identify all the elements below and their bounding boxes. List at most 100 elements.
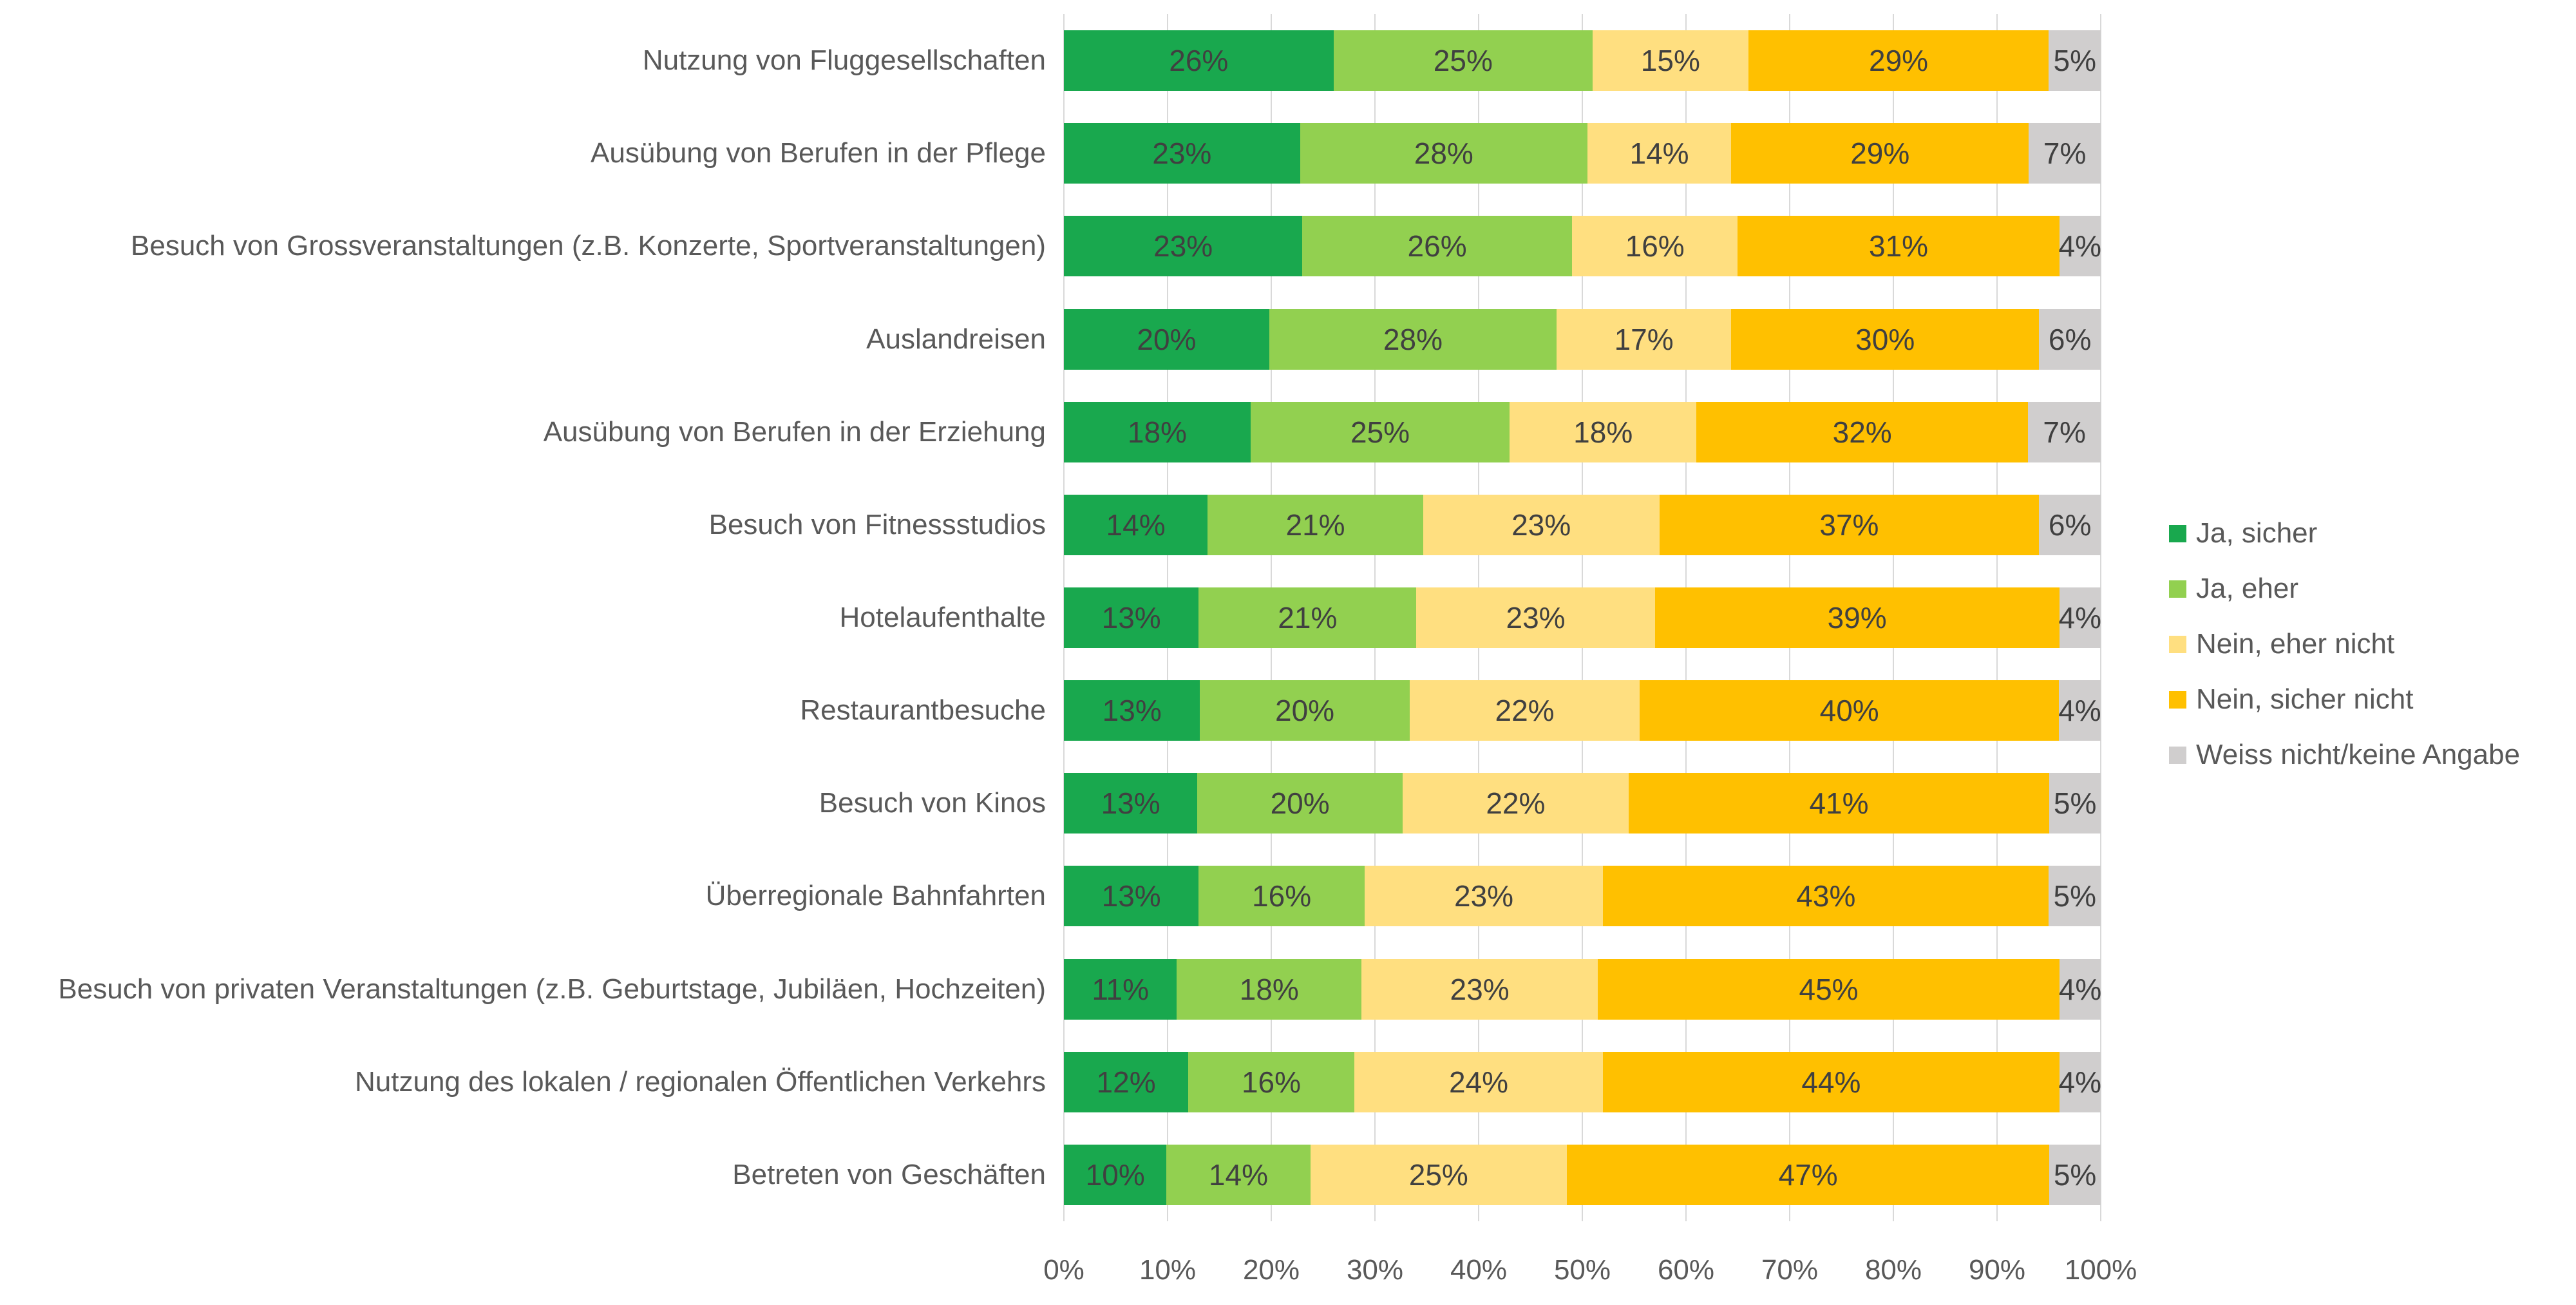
bar-segment: 25%: [1250, 401, 1510, 462]
bar-segment: 4%: [2058, 1051, 2101, 1112]
bar-segment: 4%: [2058, 587, 2102, 648]
legend-swatch-icon: [2169, 580, 2186, 598]
bar-segment: 4%: [2058, 216, 2102, 277]
bar-segment: 21%: [1208, 494, 1423, 555]
bar-segment: 5%: [2049, 1144, 2101, 1205]
bar-value-label: 4%: [2058, 600, 2102, 634]
bar-value-label: 29%: [1850, 137, 1910, 171]
bar-segment: 11%: [1064, 958, 1177, 1020]
bar-value-label: 25%: [1433, 44, 1493, 78]
stacked-bar: 13% 16% 23% 43% 5%: [1064, 866, 2101, 927]
bar-value-label: 14%: [1629, 137, 1689, 171]
bar-segment: 37%: [1659, 494, 2040, 555]
bar-segment: 10%: [1064, 1144, 1167, 1205]
legend-swatch-icon: [2169, 524, 2186, 542]
bar-segment: 22%: [1403, 773, 1629, 834]
legend-item: Weiss nicht/keine Angabe: [2169, 738, 2520, 772]
bar-row: 20% 28% 17% 30% 6%: [1064, 292, 2101, 385]
bar-segment: 5%: [2049, 866, 2101, 927]
bar-segment: 15%: [1593, 30, 1748, 91]
stacked-bar: 10% 14% 25% 47% 5%: [1064, 1144, 2101, 1205]
bar-value-label: 4%: [2058, 972, 2102, 1006]
bar-value-label: 13%: [1101, 879, 1161, 913]
category-label: Überregionale Bahnfahrten: [705, 880, 1046, 912]
bar-segment: 18%: [1064, 401, 1251, 462]
bar-value-label: 24%: [1448, 1065, 1509, 1099]
x-tick-label: 60%: [1657, 1254, 1715, 1286]
bar-segment: 14%: [1064, 494, 1208, 555]
bar-value-label: 32%: [1832, 415, 1892, 449]
category-label: Besuch von Fitnessstudios: [708, 508, 1046, 540]
gridline: [2100, 14, 2101, 1221]
bar-value-label: 5%: [2053, 44, 2096, 78]
bar-value-label: 7%: [2043, 137, 2087, 171]
bar-value-label: 13%: [1101, 786, 1160, 821]
bar-segment: 23%: [1364, 866, 1604, 927]
bar-segment: 47%: [1567, 1144, 2050, 1205]
stacked-bar: 23% 26% 16% 31% 4%: [1064, 216, 2102, 277]
bar-segment: 44%: [1603, 1051, 2060, 1112]
bar-value-label: 29%: [1869, 44, 1929, 78]
bar-segment: 25%: [1310, 1144, 1567, 1205]
stacked-bar: 20% 28% 17% 30% 6%: [1064, 309, 2101, 370]
bar-row: 11% 18% 23% 45% 4%: [1064, 943, 2101, 1036]
bar-segment: 4%: [2058, 680, 2101, 741]
bar-segment: 29%: [1748, 30, 2049, 91]
bar-segment: 29%: [1731, 123, 2029, 184]
bar-segment: 20%: [1197, 773, 1403, 834]
bar-value-label: 15%: [1640, 44, 1700, 78]
bar-value-label: 5%: [2053, 786, 2097, 821]
stacked-bar: 11% 18% 23% 45% 4%: [1064, 958, 2102, 1020]
bar-value-label: 11%: [1092, 972, 1149, 1006]
category-label: Betreten von Geschäften: [732, 1158, 1046, 1190]
bar-value-label: 4%: [2058, 229, 2102, 263]
bar-value-label: 28%: [1383, 322, 1443, 356]
category-label: Besuch von Kinos: [819, 787, 1046, 819]
bar-value-label: 22%: [1495, 694, 1555, 728]
bar-segment: 23%: [1361, 958, 1598, 1020]
bar-value-label: 26%: [1407, 229, 1467, 263]
bar-value-label: 37%: [1819, 508, 1879, 542]
x-tick-label: 100%: [2064, 1254, 2137, 1286]
bar-segment: 16%: [1571, 216, 1738, 277]
plot-area: 26% 25% 15% 29% 5% 23% 28% 14% 29% 7% 23% 26% 16% 31%…: [1063, 14, 2101, 1221]
bar-value-label: 12%: [1096, 1065, 1156, 1099]
bar-segment: 12%: [1064, 1051, 1189, 1112]
bar-segment: 25%: [1333, 30, 1593, 91]
bar-row: 13% 16% 23% 43% 5%: [1064, 850, 2101, 942]
bar-row: 12% 16% 24% 44% 4%: [1064, 1036, 2101, 1129]
legend-swatch-icon: [2169, 746, 2186, 764]
legend-label: Nein, eher nicht: [2196, 628, 2395, 660]
bar-segment: 16%: [1198, 866, 1365, 927]
bar-segment: 23%: [1423, 494, 1660, 555]
bar-segment: 40%: [1640, 680, 2059, 741]
bar-value-label: 23%: [1511, 508, 1571, 542]
bar-value-label: 13%: [1102, 694, 1162, 728]
bar-value-label: 23%: [1450, 972, 1510, 1006]
category-label: Besuch von Grossveranstaltungen (z.B. Ko…: [131, 230, 1046, 262]
bar-segment: 13%: [1064, 587, 1199, 648]
bar-segment: 17%: [1557, 309, 1732, 370]
bar-segment: 21%: [1198, 587, 1417, 648]
bar-segment: 4%: [2058, 958, 2102, 1020]
bar-segment: 23%: [1416, 587, 1655, 648]
stacked-bar: 13% 20% 22% 40% 4%: [1064, 680, 2101, 741]
bar-value-label: 47%: [1778, 1157, 1838, 1192]
bar-segment: 13%: [1064, 866, 1199, 927]
x-tick-label: 20%: [1242, 1254, 1300, 1286]
bar-segment: 16%: [1188, 1051, 1354, 1112]
bar-value-label: 31%: [1868, 229, 1929, 263]
bar-value-label: 5%: [2053, 1157, 2097, 1192]
legend-item: Ja, sicher: [2169, 517, 2520, 550]
bar-value-label: 5%: [2053, 879, 2096, 913]
bar-rows: 26% 25% 15% 29% 5% 23% 28% 14% 29% 7% 23% 26% 16% 31%…: [1064, 14, 2101, 1221]
category-label: Restaurantbesuche: [800, 694, 1046, 727]
category-axis: Nutzung von Fluggesellschaften Ausübung v…: [0, 14, 1056, 1221]
bar-segment: 20%: [1064, 309, 1269, 370]
bar-value-label: 4%: [2058, 1065, 2101, 1099]
bar-row: 14% 21% 23% 37% 6%: [1064, 479, 2101, 571]
bar-segment: 24%: [1354, 1051, 1604, 1112]
bar-row: 13% 21% 23% 39% 4%: [1064, 571, 2101, 664]
legend-item: Nein, eher nicht: [2169, 627, 2520, 661]
